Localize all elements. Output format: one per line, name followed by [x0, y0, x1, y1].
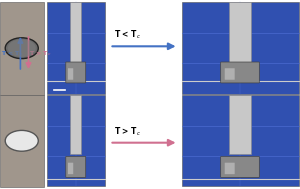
Circle shape [5, 130, 38, 151]
FancyBboxPatch shape [46, 94, 105, 186]
Circle shape [5, 38, 38, 59]
FancyBboxPatch shape [221, 156, 259, 177]
FancyBboxPatch shape [225, 68, 235, 80]
FancyBboxPatch shape [46, 2, 105, 94]
FancyBboxPatch shape [221, 62, 259, 83]
FancyBboxPatch shape [230, 94, 250, 154]
FancyBboxPatch shape [70, 2, 81, 80]
Circle shape [8, 39, 36, 57]
FancyBboxPatch shape [66, 156, 86, 177]
FancyBboxPatch shape [182, 94, 298, 186]
FancyBboxPatch shape [230, 2, 250, 80]
FancyBboxPatch shape [0, 2, 44, 94]
FancyBboxPatch shape [0, 94, 44, 187]
FancyBboxPatch shape [66, 62, 86, 83]
Text: T < T$_c$: T < T$_c$ [114, 29, 141, 41]
Text: T > T$_c$: T > T$_c$ [114, 125, 141, 138]
FancyBboxPatch shape [225, 163, 235, 174]
Text: T < T$_c$: T < T$_c$ [1, 49, 23, 58]
FancyBboxPatch shape [68, 68, 73, 80]
FancyBboxPatch shape [70, 94, 81, 154]
Text: T > T$_c$: T > T$_c$ [29, 49, 52, 58]
FancyBboxPatch shape [182, 2, 298, 94]
FancyBboxPatch shape [68, 163, 73, 174]
